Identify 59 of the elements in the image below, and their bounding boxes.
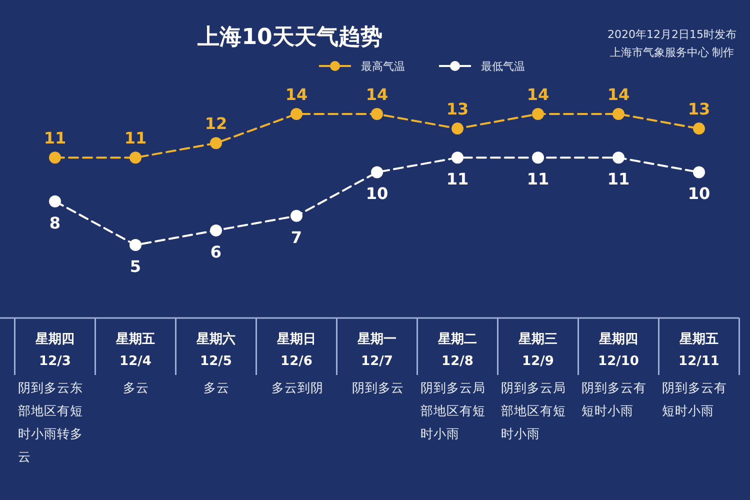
x-tick-label: 星期一 12/7 xyxy=(356,332,396,369)
data-label: 11 xyxy=(44,128,66,148)
data-label: 14 xyxy=(526,85,550,104)
point xyxy=(290,108,302,120)
data-label: 12 xyxy=(204,114,228,134)
point xyxy=(452,152,464,164)
x-tick-label: 星期四 12/10 xyxy=(598,332,639,369)
data-label: 13 xyxy=(446,100,469,119)
text: 多云 xyxy=(204,380,230,395)
text: 阴到多云有短时小雨 xyxy=(582,380,646,418)
legend-label: 最高气温 xyxy=(361,60,405,73)
data-label: 11 xyxy=(526,170,550,189)
data-label: 13 xyxy=(688,100,710,119)
point xyxy=(612,152,624,164)
data-label: 5 xyxy=(130,257,142,276)
point xyxy=(210,224,222,236)
point xyxy=(612,108,624,120)
point xyxy=(532,108,544,120)
point xyxy=(693,122,705,135)
x-tick-label: 星期二 12/8 xyxy=(437,332,477,369)
data-label: 8 xyxy=(49,213,61,232)
x-tick-label: 星期五 12/4 xyxy=(115,332,155,369)
x-tick-label: 星期三 12/9 xyxy=(518,332,558,369)
x-tick-label: 星期六 12/5 xyxy=(196,331,236,369)
data-label: 14 xyxy=(285,85,308,104)
point xyxy=(49,152,61,164)
text: 2020年12月2日15时发布 xyxy=(608,28,736,41)
text: 阴到多云局部地区有短时小雨 xyxy=(420,380,486,441)
text: 阴到多云东部地区有短时小雨转多云 xyxy=(18,380,83,464)
point xyxy=(210,137,222,150)
point xyxy=(532,152,544,164)
data-label: 11 xyxy=(124,128,147,148)
point xyxy=(290,210,302,222)
text: 多云 xyxy=(123,380,149,395)
data-label: 14 xyxy=(366,85,388,104)
text: 多云到阴 xyxy=(272,380,324,395)
data-label: 7 xyxy=(290,228,302,247)
data-label: 10 xyxy=(366,184,388,204)
data-label: 11 xyxy=(607,170,630,189)
x-tick-label: 星期五 12/11 xyxy=(678,332,720,369)
chart-title: 上海10天天气趋势 xyxy=(196,25,382,50)
point xyxy=(693,166,705,178)
data-label: 6 xyxy=(210,242,222,262)
point xyxy=(130,152,142,164)
data-label: 14 xyxy=(607,85,630,104)
point xyxy=(130,239,142,251)
text: 阴到多云 xyxy=(352,380,404,395)
point xyxy=(452,122,464,135)
data-label: 11 xyxy=(446,170,469,189)
x-tick-label: 星期日 12/6 xyxy=(276,332,316,369)
text: 上海市气象服务中心 制作 xyxy=(610,46,734,59)
point xyxy=(49,195,61,208)
point xyxy=(371,166,383,178)
text: 阴到多云局部地区有短时小雨 xyxy=(501,380,566,441)
data-label: 10 xyxy=(688,184,710,204)
x-tick-label: 星期四 12/3 xyxy=(34,332,74,369)
point xyxy=(371,108,383,120)
text: 阴到多云有短时小雨 xyxy=(662,380,727,418)
legend-label: 最低气温 xyxy=(481,60,525,73)
